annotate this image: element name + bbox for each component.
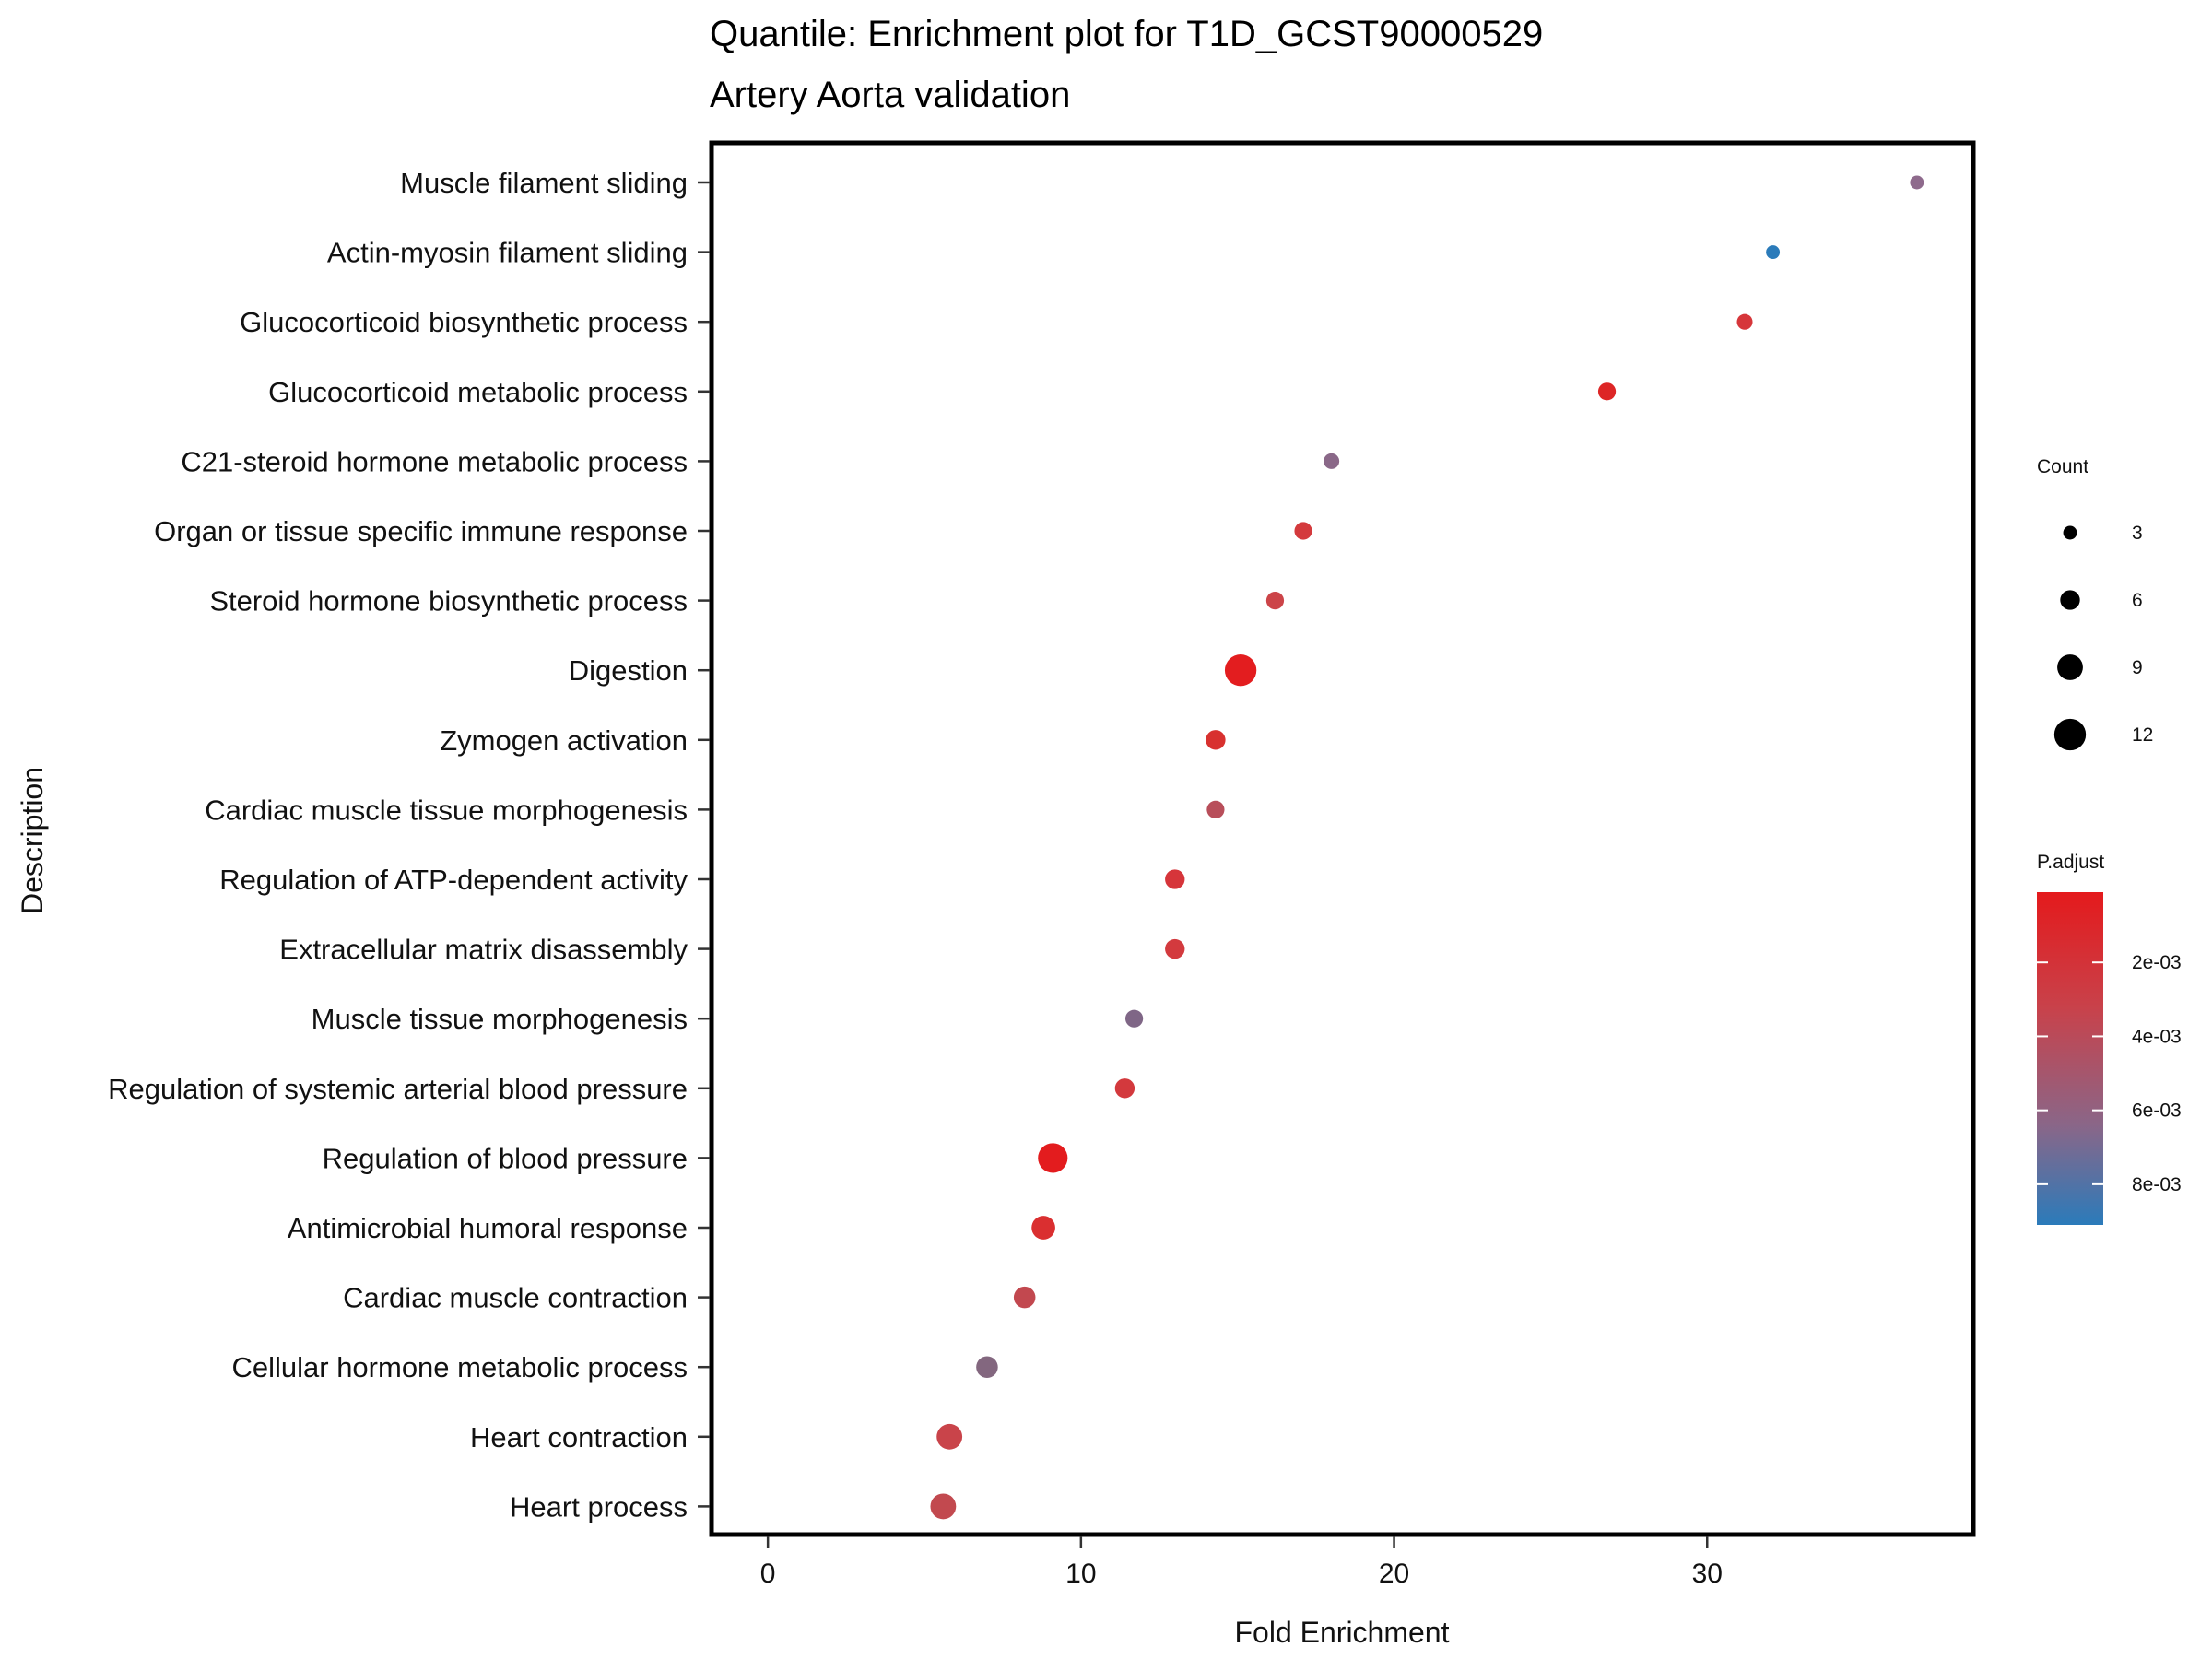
y-tick-label: Organ or tissue specific immune response xyxy=(154,515,688,547)
data-point xyxy=(1013,1286,1036,1309)
data-point xyxy=(1124,1009,1144,1028)
x-tick-label: 0 xyxy=(760,1559,776,1589)
data-point xyxy=(1910,175,1924,190)
x-tick-label: 30 xyxy=(1692,1559,1723,1589)
data-point xyxy=(930,1493,957,1520)
plot-panel xyxy=(709,140,1976,1537)
y-tick-label: C21-steroid hormone metabolic process xyxy=(181,445,688,477)
data-point xyxy=(1038,1143,1068,1173)
count-legend-dot xyxy=(2057,654,2083,680)
padj-colorbar xyxy=(2037,892,2103,1225)
y-tick-label: Cellular hormone metabolic process xyxy=(231,1351,688,1383)
colorbar-label: 2e-03 xyxy=(2132,952,2182,973)
y-axis-labels: Muscle filament sliding Actin-myosin fila… xyxy=(108,167,688,1523)
y-tick-label: Muscle tissue morphogenesis xyxy=(312,1003,688,1035)
data-point xyxy=(1597,382,1617,401)
data-point xyxy=(1224,654,1257,687)
x-axis-title: Fold Enrichment xyxy=(1235,1616,1450,1649)
count-legend-label: 9 xyxy=(2132,657,2143,678)
y-tick-label: Digestion xyxy=(569,654,688,687)
data-point xyxy=(1766,245,1781,260)
y-tick-label: Steroid hormone biosynthetic process xyxy=(209,585,688,618)
padj-legend: P.adjust 2e-03 4e-03 6e-03 8e-03 xyxy=(2037,852,2182,1225)
data-point xyxy=(1165,869,1185,889)
data-point xyxy=(1206,730,1226,750)
count-legend-label: 6 xyxy=(2132,590,2143,611)
count-legend-dot xyxy=(2063,525,2077,540)
y-tick-label: Glucocorticoid biosynthetic process xyxy=(240,306,688,338)
x-tick-label: 10 xyxy=(1065,1559,1096,1589)
data-point xyxy=(1324,453,1340,469)
colorbar-label: 6e-03 xyxy=(2132,1100,2182,1122)
y-axis-ticks xyxy=(698,181,710,1508)
y-axis-title: Description xyxy=(16,767,49,914)
colorbar-label: 8e-03 xyxy=(2132,1174,2182,1195)
y-tick-label: Zymogen activation xyxy=(440,724,688,757)
x-axis: 0 10 20 30 xyxy=(760,1536,1723,1589)
data-point xyxy=(976,1356,998,1378)
y-tick-label: Glucocorticoid metabolic process xyxy=(268,376,688,408)
count-legend-label: 12 xyxy=(2132,724,2153,746)
data-point xyxy=(936,1423,963,1450)
count-legend-title: Count xyxy=(2037,456,2088,477)
y-tick-label: Actin-myosin filament sliding xyxy=(327,237,688,269)
y-tick-label: Regulation of systemic arterial blood pr… xyxy=(108,1073,688,1105)
data-points xyxy=(930,175,1924,1520)
y-tick-label: Extracellular matrix disassembly xyxy=(279,934,688,966)
y-tick-label: Regulation of ATP-dependent activity xyxy=(219,864,688,896)
count-legend-dot xyxy=(2053,718,2087,751)
count-legend: Count 3 6 9 12 xyxy=(2037,456,2153,751)
padj-legend-title: P.adjust xyxy=(2037,852,2104,873)
colorbar-label: 4e-03 xyxy=(2132,1026,2182,1047)
data-point xyxy=(1114,1078,1135,1099)
data-point xyxy=(1265,592,1285,610)
data-point xyxy=(1736,313,1753,330)
x-tick-label: 20 xyxy=(1379,1559,1409,1589)
count-legend-dot xyxy=(2060,590,2080,610)
y-tick-label: Heart process xyxy=(510,1490,688,1523)
y-tick-label: Heart contraction xyxy=(470,1421,688,1453)
y-tick-label: Cardiac muscle tissue morphogenesis xyxy=(205,794,688,826)
chart-title: Quantile: Enrichment plot for T1D_GCST90… xyxy=(710,14,1543,54)
y-tick-label: Regulation of blood pressure xyxy=(323,1142,688,1174)
y-tick-label: Muscle filament sliding xyxy=(400,167,688,199)
data-point xyxy=(1294,522,1312,540)
count-legend-label: 3 xyxy=(2132,523,2143,544)
chart-subtitle: Artery Aorta validation xyxy=(710,75,1070,115)
data-point xyxy=(1206,800,1225,819)
y-tick-label: Antimicrobial humoral response xyxy=(288,1212,688,1244)
data-point xyxy=(1031,1216,1055,1240)
y-tick-label: Cardiac muscle contraction xyxy=(343,1282,688,1314)
data-point xyxy=(1165,938,1185,959)
